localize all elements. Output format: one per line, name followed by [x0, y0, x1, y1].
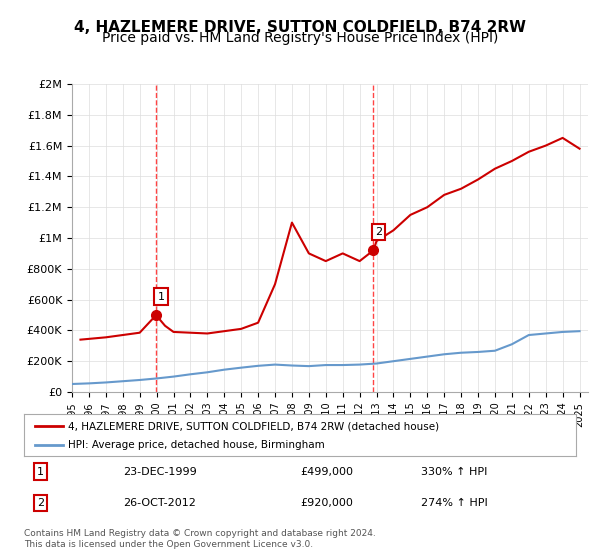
Text: 2: 2 [37, 498, 44, 508]
Text: 1: 1 [158, 292, 164, 302]
Text: 26-OCT-2012: 26-OCT-2012 [124, 498, 196, 508]
Text: 330% ↑ HPI: 330% ↑ HPI [421, 466, 488, 477]
Text: 4, HAZLEMERE DRIVE, SUTTON COLDFIELD, B74 2RW: 4, HAZLEMERE DRIVE, SUTTON COLDFIELD, B7… [74, 20, 526, 35]
Text: 1: 1 [37, 466, 44, 477]
Text: 274% ↑ HPI: 274% ↑ HPI [421, 498, 488, 508]
Text: £920,000: £920,000 [300, 498, 353, 508]
Text: 2: 2 [375, 227, 382, 237]
Text: 23-DEC-1999: 23-DEC-1999 [124, 466, 197, 477]
Text: HPI: Average price, detached house, Birmingham: HPI: Average price, detached house, Birm… [68, 440, 325, 450]
Text: Contains HM Land Registry data © Crown copyright and database right 2024.
This d: Contains HM Land Registry data © Crown c… [24, 529, 376, 549]
Text: £499,000: £499,000 [300, 466, 353, 477]
Text: Price paid vs. HM Land Registry's House Price Index (HPI): Price paid vs. HM Land Registry's House … [102, 31, 498, 45]
Text: 4, HAZLEMERE DRIVE, SUTTON COLDFIELD, B74 2RW (detached house): 4, HAZLEMERE DRIVE, SUTTON COLDFIELD, B7… [68, 421, 439, 431]
